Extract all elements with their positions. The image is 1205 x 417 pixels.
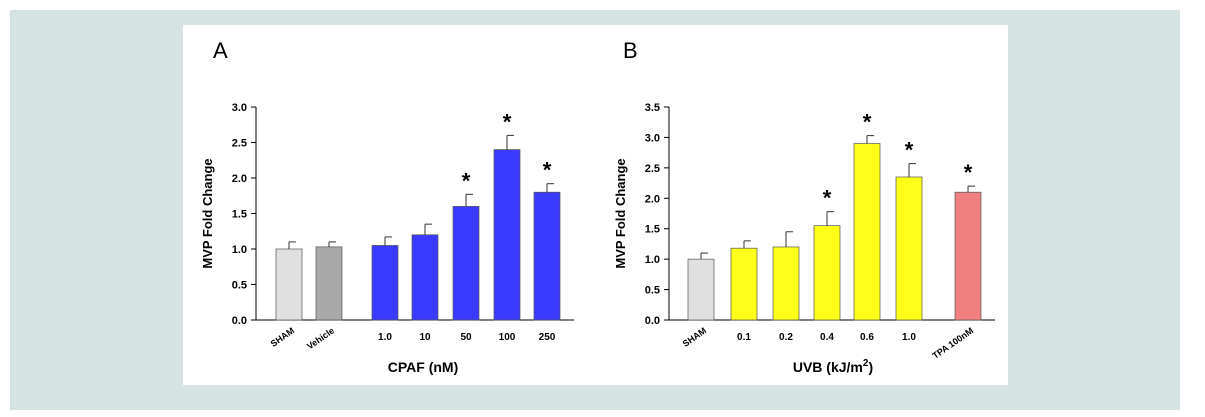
significance-star: * xyxy=(462,168,471,193)
figure-panel: A 0.0 0.5 1.0 1.5 2.0 2.5 3.0 MVP Fold Change SHA… xyxy=(183,25,1008,385)
x-tick-label: 250 xyxy=(539,332,556,343)
bar-10 xyxy=(411,234,439,321)
y-tick-label: 2.0 xyxy=(232,173,247,185)
bar-1-0 xyxy=(371,245,399,321)
figure-svg: A 0.0 0.5 1.0 1.5 2.0 2.5 3.0 MVP Fold Change SHA… xyxy=(200,38,995,375)
y-tick-label: 0.0 xyxy=(645,315,660,327)
y-tick-label: 3.0 xyxy=(645,132,660,144)
x-tick-label: 0.2 xyxy=(779,332,793,343)
y-axis-title: MVP Fold Change xyxy=(200,158,215,268)
x-tick-label: SHAM xyxy=(681,325,708,348)
x-tick-label: 0.4 xyxy=(820,332,834,343)
y-tick-label: 1.0 xyxy=(232,244,247,256)
significance-star: * xyxy=(503,109,512,134)
bar-0-2 xyxy=(772,246,800,321)
y-tick-label: 0.5 xyxy=(232,280,247,292)
chart-b: B 0.0 0.5 1.0 1.5 2.0 2.5 3.0 3.5 MVP Fold Change… xyxy=(613,38,995,375)
y-axis-title: MVP Fold Change xyxy=(613,158,628,268)
significance-star: * xyxy=(863,110,872,135)
bar-sham xyxy=(275,248,303,321)
significance-star: * xyxy=(964,160,973,185)
bar-50 xyxy=(452,206,480,321)
x-tick-label: 10 xyxy=(419,332,431,343)
bar-0-4 xyxy=(813,225,841,321)
y-tick-label: 2.5 xyxy=(645,163,660,175)
x-tick-label: Vehicle xyxy=(305,325,336,351)
panel-label: A xyxy=(213,38,228,63)
y-tick-label: 2.5 xyxy=(232,138,247,150)
y-tick-label: 3.5 xyxy=(645,102,660,114)
y-tick-label: 0.0 xyxy=(232,315,247,327)
y-tick-label: 2.0 xyxy=(645,193,660,205)
x-tick-label: 1.0 xyxy=(902,332,916,343)
bar-100 xyxy=(493,149,521,321)
x-tick-label: 0.1 xyxy=(737,332,751,343)
y-tick-label: 1.5 xyxy=(232,209,247,221)
bar-250 xyxy=(533,191,561,321)
y-tick-label: 1.0 xyxy=(645,254,660,266)
x-tick-label: TPA 100nM xyxy=(930,325,975,360)
bar-tpa-100nm xyxy=(954,191,982,321)
bar-0-6 xyxy=(853,143,881,321)
x-tick-label: 1.0 xyxy=(378,332,392,343)
y-tick-label: 0.5 xyxy=(645,285,660,297)
y-tick-label: 3.0 xyxy=(232,102,247,114)
y-tick-label: 1.5 xyxy=(645,224,660,236)
bar-sham xyxy=(687,258,715,321)
x-tick-label: 100 xyxy=(499,332,516,343)
x-axis-title: UVB (kJ/m2) xyxy=(793,358,873,375)
x-axis-title: CPAF (nM) xyxy=(388,359,459,375)
x-tick-label: 0.6 xyxy=(860,332,874,343)
significance-star: * xyxy=(543,158,552,183)
bar-vehicle xyxy=(315,246,343,321)
bar-0-1 xyxy=(730,247,758,321)
chart-a: A 0.0 0.5 1.0 1.5 2.0 2.5 3.0 MVP Fold Change SHA… xyxy=(200,38,574,375)
figure-background: A 0.0 0.5 1.0 1.5 2.0 2.5 3.0 MVP Fold Change SHA… xyxy=(10,10,1180,410)
significance-star: * xyxy=(823,186,832,211)
panel-label: B xyxy=(623,38,638,63)
x-tick-label: SHAM xyxy=(269,325,296,348)
x-tick-label: 50 xyxy=(460,332,472,343)
bar-1-0 xyxy=(895,176,923,321)
significance-star: * xyxy=(905,138,914,163)
